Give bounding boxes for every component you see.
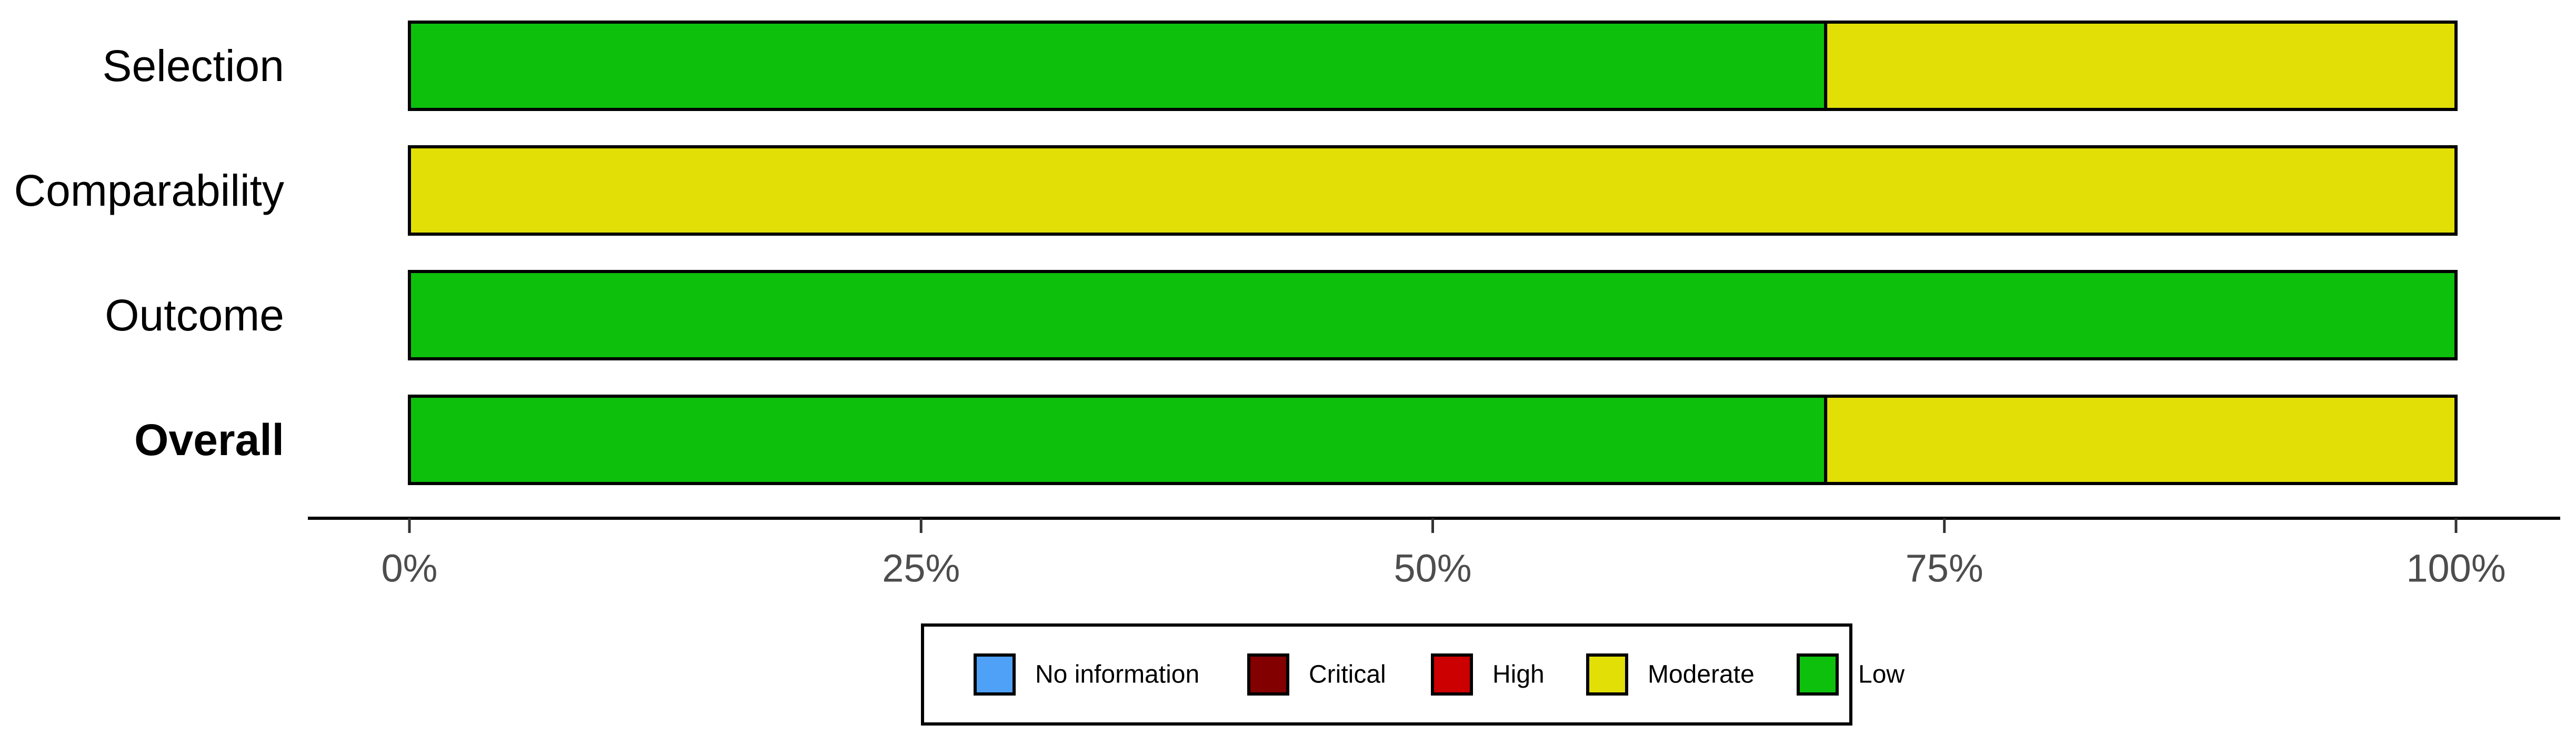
category-label-comparability: Comparability — [14, 166, 284, 215]
legend-label-low: Low — [1858, 661, 1905, 689]
x-tick-label: 75% — [1906, 547, 1983, 590]
legend-label-no-information: No information — [1035, 661, 1199, 689]
legend-key-moderate — [1586, 653, 1628, 696]
bars-group — [408, 21, 2458, 485]
x-tick-label: 100% — [2406, 547, 2505, 590]
category-label-overall: Overall — [134, 415, 284, 465]
category-label-selection: Selection — [102, 41, 284, 90]
legend-key-high — [1431, 653, 1473, 696]
x-tick-label: 0% — [382, 547, 438, 590]
legend-label-moderate: Moderate — [1648, 661, 1755, 689]
legend-key-critical — [1247, 653, 1289, 696]
legend-label-high: High — [1492, 661, 1545, 689]
category-label-outcome: Outcome — [105, 290, 284, 340]
bar-overall-moderate — [1824, 395, 2458, 485]
legend: No information Critical High Moderate Low — [921, 623, 1905, 726]
legend-key-low — [1797, 653, 1839, 696]
legend-label-critical: Critical — [1309, 661, 1386, 689]
x-axis-ticks: 0% 25% 50% 75% 100% — [382, 518, 2506, 590]
bar-selection-moderate — [1824, 21, 2458, 111]
x-tick-label: 50% — [1394, 547, 1471, 590]
x-tick-label: 25% — [882, 547, 960, 590]
category-labels: Selection Comparability Outcome Overall — [14, 41, 284, 465]
bar-comparability-moderate — [408, 145, 2458, 236]
legend-key-no-information — [974, 653, 1016, 696]
legend-box — [921, 623, 1852, 726]
bar-selection-low — [408, 21, 1828, 111]
bar-outcome-low — [408, 270, 2458, 360]
bar-overall-low — [408, 395, 1828, 485]
